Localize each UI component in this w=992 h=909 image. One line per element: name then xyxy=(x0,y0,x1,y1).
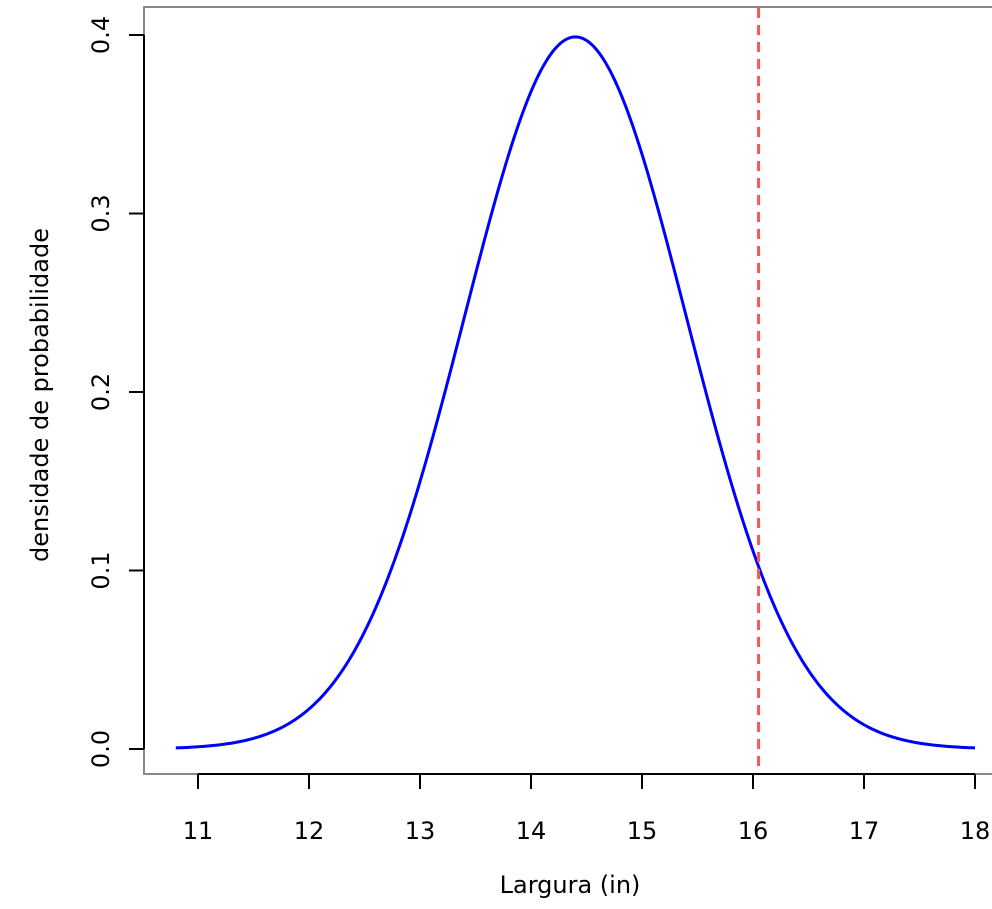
x-tick-label: 15 xyxy=(627,817,658,845)
y-tick-label: 0.1 xyxy=(87,551,115,589)
x-tick-label: 12 xyxy=(294,817,325,845)
y-tick-label: 0.0 xyxy=(87,730,115,768)
x-tick-label: 17 xyxy=(849,817,880,845)
y-tick-label: 0.4 xyxy=(87,16,115,54)
y-tick-label: 0.2 xyxy=(87,373,115,411)
y-axis-ticks: 0.0 0.1 0.2 0.3 0.4 xyxy=(87,16,144,768)
density-curve xyxy=(175,35,976,750)
y-axis-title: densidade de probabilidade xyxy=(26,228,54,562)
y-tick-label: 0.3 xyxy=(87,194,115,232)
x-tick-label: 18 xyxy=(960,817,991,845)
x-axis-ticks: 11 12 13 14 15 16 17 18 xyxy=(183,774,991,845)
x-tick-label: 16 xyxy=(738,817,769,845)
x-tick-label: 14 xyxy=(516,817,547,845)
x-tick-label: 11 xyxy=(183,817,214,845)
x-tick-label: 13 xyxy=(405,817,436,845)
plot-frame xyxy=(143,6,992,775)
x-axis-title: Largura (in) xyxy=(500,871,641,899)
